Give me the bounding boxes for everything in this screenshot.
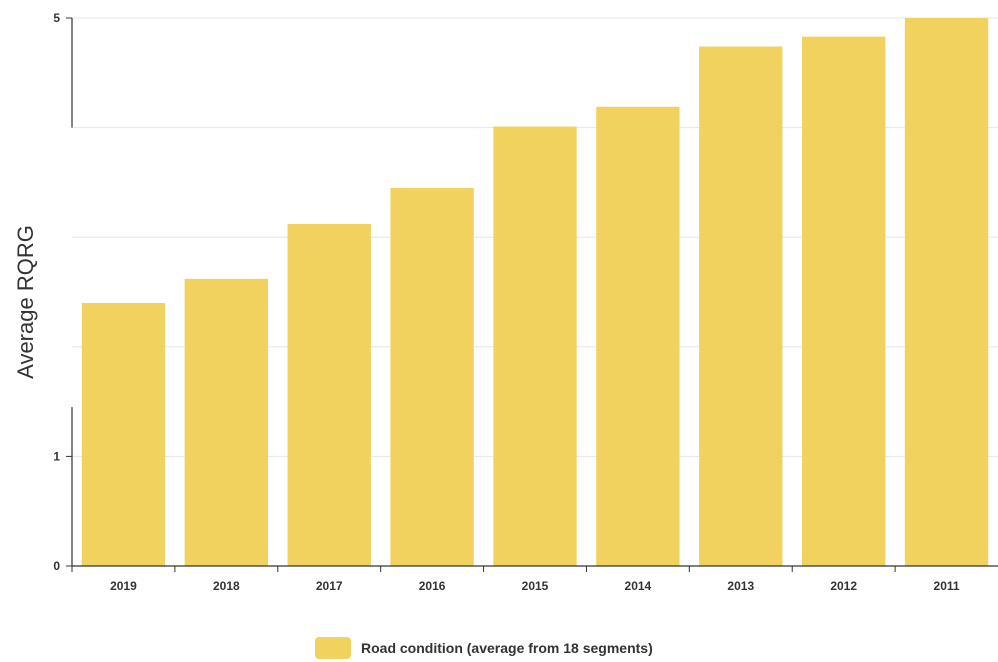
x-tick-label: 2013 (727, 579, 754, 593)
x-tick-label: 2019 (110, 579, 137, 593)
bar-2011 (904, 18, 989, 566)
bar-2016 (390, 187, 474, 566)
bars-layer (81, 18, 989, 567)
axes-layer (71, 18, 998, 567)
y-tick-label: 5 (53, 11, 60, 25)
x-tick-label: 2012 (830, 579, 857, 593)
bar-2019 (81, 302, 166, 566)
bar-2014 (596, 106, 680, 566)
x-tick-label: 2014 (625, 579, 652, 593)
y-tick-label: 0 (53, 559, 60, 573)
bar-2013 (699, 46, 783, 566)
x-tick-label: 2017 (316, 579, 343, 593)
x-tick-label: 2016 (419, 579, 446, 593)
bar-2015 (493, 126, 577, 566)
x-tick-label: 2018 (213, 579, 240, 593)
x-tick-label: 2015 (522, 579, 549, 593)
legend-label: Road condition (average from 18 segments… (361, 640, 653, 656)
legend-swatch (315, 637, 351, 659)
y-tick-label: 1 (53, 449, 60, 463)
y-axis-title: Average RQRG (13, 225, 38, 379)
bar-2017 (287, 224, 371, 567)
legend: Road condition (average from 18 segments… (315, 637, 653, 659)
ticks-layer: 0 1 5 2019 2018 2017 2016 2015 2014 2013 2012 2011 (53, 11, 960, 593)
bar-2018 (184, 278, 268, 566)
bar-2012 (802, 36, 886, 566)
x-tick-label: 2011 (934, 579, 960, 593)
